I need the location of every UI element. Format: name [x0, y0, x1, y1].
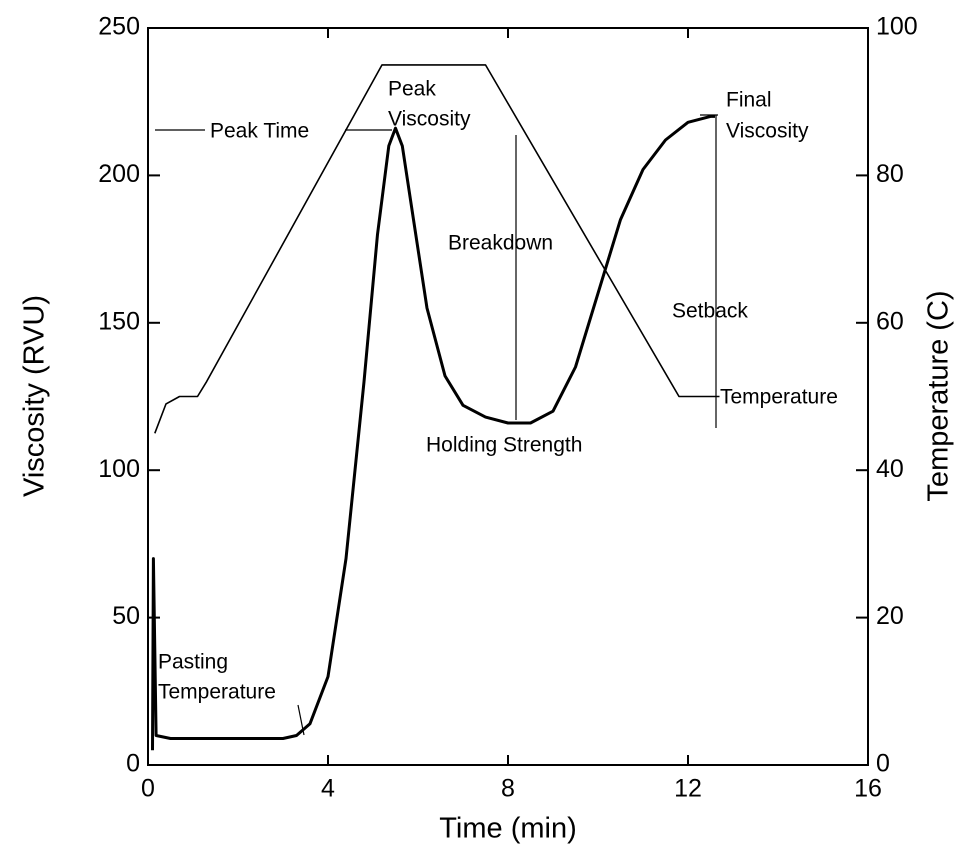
annotation: Temperature [720, 386, 838, 409]
y2-tick-label: 80 [876, 160, 904, 188]
annotation: Peak Time [210, 120, 309, 143]
y-tick-label: 50 [112, 602, 140, 630]
y-tick-label: 100 [98, 455, 140, 483]
annotation: Breakdown [448, 232, 553, 255]
y-tick-label: 0 [126, 750, 140, 778]
annotation: Temperature [158, 681, 276, 704]
y2-tick-label: 100 [876, 13, 918, 41]
y2-axis-label: Temperature (C) [923, 290, 955, 501]
y-tick-label: 150 [98, 307, 140, 335]
y2-tick-label: 40 [876, 455, 904, 483]
chart: Time (min) Viscosity (RVU) Temperature (… [0, 0, 959, 852]
y2-tick-label: 20 [876, 602, 904, 630]
x-tick-label: 16 [854, 775, 882, 803]
annotation: Viscosity [388, 108, 471, 131]
annotation-lines [155, 115, 718, 735]
x-tick-label: 4 [321, 775, 335, 803]
y2-tick-label: 60 [876, 307, 904, 335]
annotation: Viscosity [726, 120, 809, 143]
x-tick-label: 12 [674, 775, 702, 803]
y-tick-label: 250 [98, 13, 140, 41]
y-tick-label: 200 [98, 160, 140, 188]
x-axis-label: Time (min) [439, 813, 576, 845]
x-tick-label: 8 [501, 775, 515, 803]
x-tick-label: 0 [141, 775, 155, 803]
annotation: Pasting [158, 651, 228, 674]
y-axis-label: Viscosity (RVU) [19, 295, 51, 497]
y2-tick-label: 0 [876, 750, 890, 778]
annotation: Holding Strength [426, 434, 582, 457]
annotation: Final [726, 89, 772, 112]
annotation: Setback [672, 300, 748, 323]
annotation: Peak [388, 78, 436, 101]
